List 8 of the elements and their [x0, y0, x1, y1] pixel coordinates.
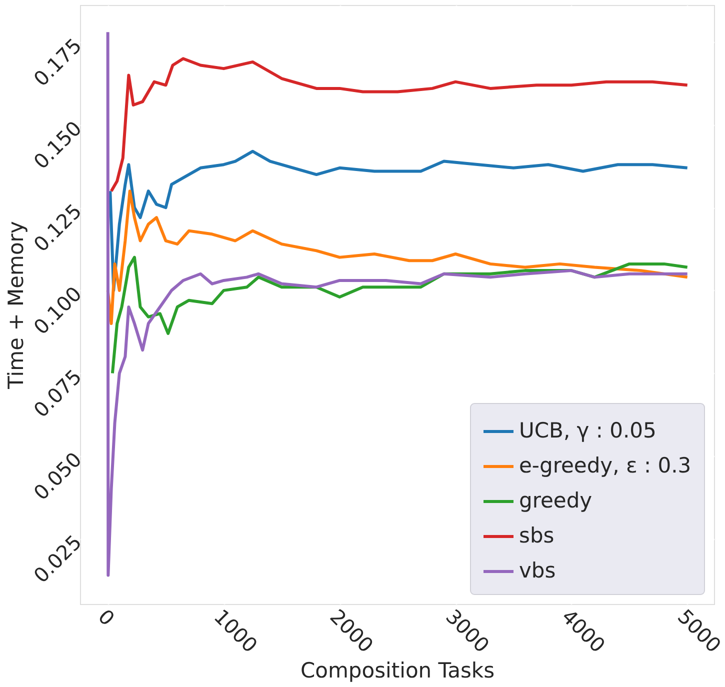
y-axis-title: Time + Memory [4, 221, 28, 390]
x-axis-title: Composition Tasks [300, 658, 495, 683]
legend-label: e-greedy, ε : 0.3 [519, 454, 692, 478]
legend-label: UCB, γ : 0.05 [519, 418, 656, 442]
x-tick-label: 0 [93, 604, 120, 630]
legend-label: greedy [519, 488, 592, 512]
legend-label: vbs [519, 558, 556, 582]
legend-label: sbs [519, 524, 554, 548]
